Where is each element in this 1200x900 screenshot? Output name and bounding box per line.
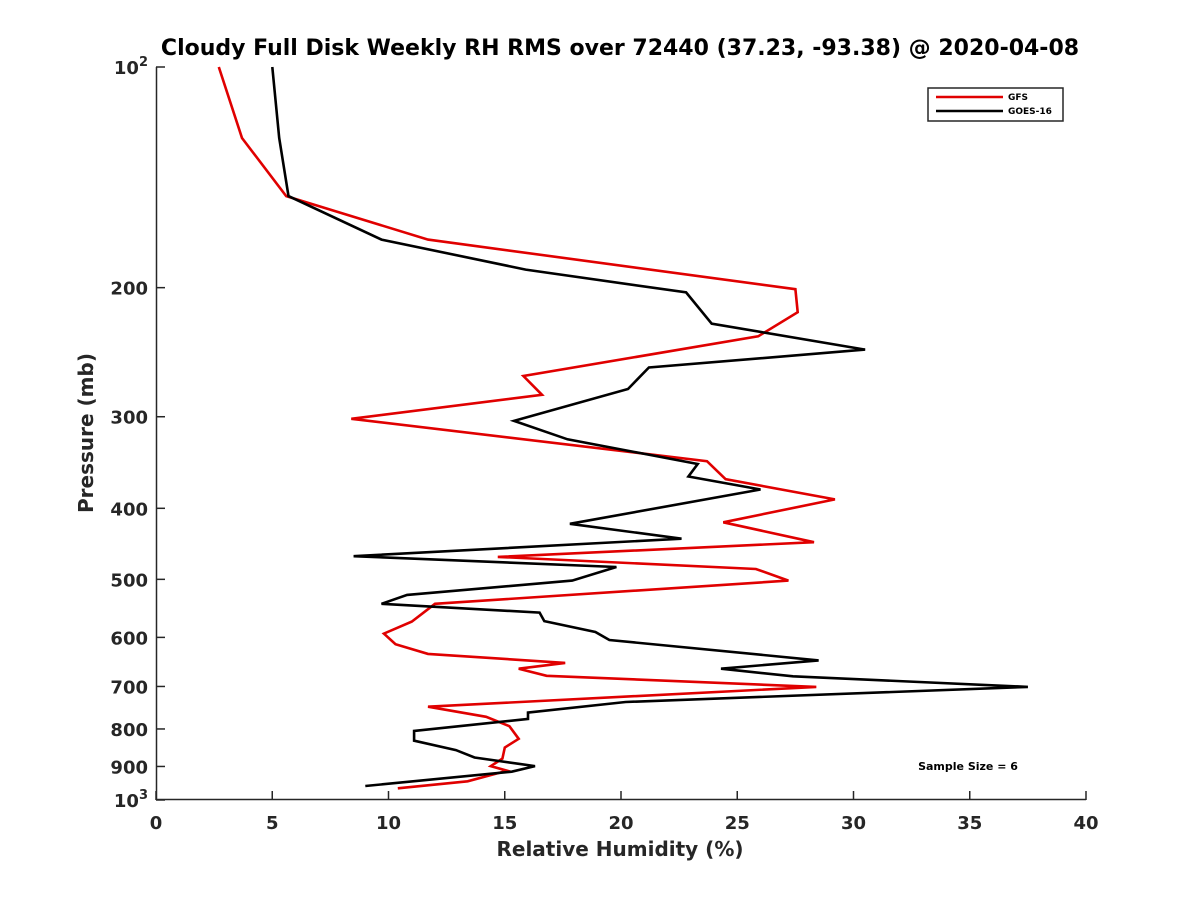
series-line-goes16 [271,66,1028,788]
y-tick-label: 400 [110,499,148,520]
x-tick-label: 35 [957,813,982,834]
x-axis-label: Relative Humidity (%) [496,837,743,861]
y-tick-label: 700 [110,677,148,698]
y-tick-label: 200 [110,279,148,300]
x-tick-label: 40 [1073,813,1098,834]
x-ticks: 0 5 10 15 20 25 30 35 40 [150,791,1099,834]
sample-size-annotation: Sample Size = 6 [918,760,1018,773]
y-tick-label: 600 [110,628,148,649]
chart-title: Cloudy Full Disk Weekly RH RMS over 7244… [161,36,1079,61]
x-tick-label: 5 [266,813,279,834]
x-tick-label: 10 [376,813,401,834]
legend: GFS GOES-16 [927,87,1064,122]
legend-box [927,87,1064,122]
y-tick-label: 800 [110,720,148,741]
series-layer [217,66,1028,790]
legend-label-gfs: GFS [1008,93,1028,103]
y-tick-label: 103 [114,788,148,812]
x-tick-label: 30 [841,813,866,834]
x-tick-label: 20 [608,813,633,834]
x-tick-label: 15 [492,813,517,834]
y-axis-label: Pressure (mb) [74,353,98,513]
y-tick-label: 500 [110,570,148,591]
x-tick-label: 0 [150,813,163,834]
series-line-gfs [217,66,836,790]
legend-label-goes16: GOES-16 [1008,107,1052,117]
y-tick-label: 300 [110,408,148,429]
y-tick-label: 900 [110,757,148,778]
y-ticks: 102 200 300 400 500 600 700 800 900 103 [110,55,165,812]
y-tick-label: 102 [114,55,148,79]
x-tick-label: 25 [725,813,750,834]
